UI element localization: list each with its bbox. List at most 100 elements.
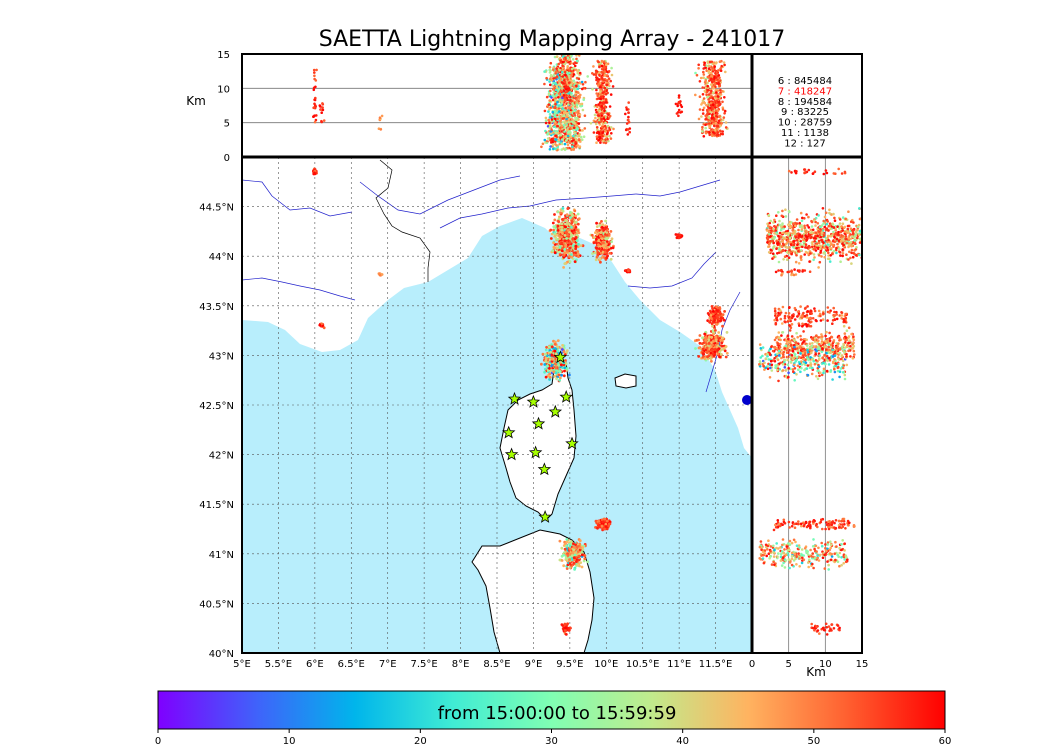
source-point-lon-alt	[722, 61, 726, 64]
source-point	[550, 357, 554, 361]
source-point-lon-alt	[609, 126, 613, 129]
source-point-lon-alt	[581, 83, 585, 86]
source-point-alt-lat	[800, 219, 804, 223]
source-point-alt-lat	[854, 233, 858, 236]
source-point-lon-alt	[569, 111, 573, 114]
source-point	[549, 368, 553, 372]
source-point	[711, 324, 714, 328]
source-point-lon-alt	[572, 73, 576, 76]
source-point	[603, 517, 607, 521]
source-point-lon-alt	[544, 129, 547, 133]
source-point-lon-alt	[556, 117, 559, 120]
source-point	[568, 558, 571, 562]
alt-latitude-panel: 0 5 10 15 Km	[749, 157, 868, 679]
source-point-alt-lat	[858, 207, 861, 210]
source-point	[560, 228, 564, 232]
source-point	[552, 241, 555, 245]
source-point	[604, 525, 608, 528]
source-point-lon-alt	[563, 103, 566, 107]
source-point-lon-alt	[715, 133, 719, 136]
sea-area	[242, 218, 752, 653]
source-point-lon-alt	[568, 124, 572, 127]
source-point-lon-alt	[568, 99, 572, 102]
source-point-lon-alt	[554, 131, 558, 135]
lat-tick-label: 44°N	[209, 252, 234, 263]
station-star-icon	[504, 447, 519, 461]
source-point-lon-alt	[599, 90, 603, 93]
river-rhone	[242, 277, 356, 301]
source-point-lon-alt	[313, 71, 316, 74]
source-point	[720, 341, 724, 345]
source-point	[572, 548, 575, 552]
lat-tick-label: 43°N	[209, 351, 234, 362]
source-point-lon-alt	[561, 55, 565, 58]
source-point	[558, 250, 562, 254]
source-point-alt-lat	[795, 247, 798, 250]
source-point-lon-alt	[581, 87, 584, 91]
source-point-lon-alt	[701, 112, 705, 115]
source-point	[550, 345, 554, 349]
source-point-alt-lat	[802, 241, 806, 244]
source-point-lon-alt	[718, 121, 722, 125]
source-point-lon-alt	[699, 76, 703, 80]
source-point-lon-alt	[565, 115, 568, 119]
source-point-alt-lat	[785, 258, 789, 262]
source-point-lon-alt	[560, 138, 564, 141]
source-point-lon-alt	[556, 107, 559, 111]
source-point-lon-alt	[554, 96, 557, 100]
source-point	[716, 316, 719, 320]
source-point-lon-alt	[709, 91, 712, 95]
source-point-lon-alt	[595, 126, 599, 129]
source-point-alt-lat	[805, 238, 808, 242]
source-point-alt-lat	[804, 243, 808, 246]
source-point	[578, 548, 582, 552]
source-point	[723, 310, 726, 313]
source-point-lon-alt	[554, 109, 557, 112]
source-point-alt-lat	[819, 228, 822, 231]
source-point-lon-alt	[548, 121, 551, 124]
source-point-lon-alt	[612, 127, 615, 131]
source-point-lon-alt	[549, 73, 553, 77]
source-point	[713, 348, 717, 351]
source-point	[570, 554, 574, 558]
source-point-alt-lat	[788, 236, 792, 239]
source-point-lon-alt	[609, 79, 612, 83]
station-star-icon	[501, 425, 516, 439]
source-point-lon-alt	[709, 104, 713, 107]
source-point-alt-lat	[788, 248, 791, 252]
source-point-lon-alt	[591, 72, 594, 75]
source-point	[553, 218, 557, 222]
source-point-lon-alt	[724, 121, 728, 124]
source-point-lon-alt	[595, 88, 598, 92]
source-point-lon-alt	[575, 123, 579, 127]
source-point	[555, 233, 559, 237]
source-point-lon-alt	[717, 95, 720, 98]
source-point-alt-lat	[806, 224, 809, 227]
source-point-lon-alt	[570, 120, 573, 123]
source-point-lon-alt	[569, 135, 573, 138]
source-point-alt-lat	[780, 214, 784, 218]
source-point-lon-alt	[718, 60, 722, 63]
source-point-lon-alt	[559, 61, 562, 64]
source-point-alt-lat	[819, 245, 823, 248]
source-point-lon-alt	[570, 67, 574, 71]
source-point-lon-alt	[599, 138, 603, 142]
source-point	[569, 237, 572, 241]
source-point	[593, 251, 597, 255]
source-point-alt-lat	[787, 233, 790, 237]
source-point-alt-lat	[847, 231, 851, 234]
source-point-lon-alt	[702, 73, 706, 76]
source-point-alt-lat	[788, 210, 791, 214]
source-point	[713, 350, 717, 354]
source-point-lon-alt	[560, 81, 564, 84]
source-point-lon-alt	[565, 128, 569, 132]
source-point	[566, 222, 570, 225]
source-point-lon-alt	[720, 121, 724, 125]
source-point-lon-alt	[318, 104, 322, 107]
source-point-alt-lat	[766, 222, 769, 226]
lon-tick-label: 10°E	[594, 659, 618, 670]
source-point	[591, 252, 594, 256]
source-point-lon-alt	[597, 116, 601, 120]
source-point-alt-lat	[816, 228, 819, 231]
source-point-lon-alt	[704, 114, 707, 117]
